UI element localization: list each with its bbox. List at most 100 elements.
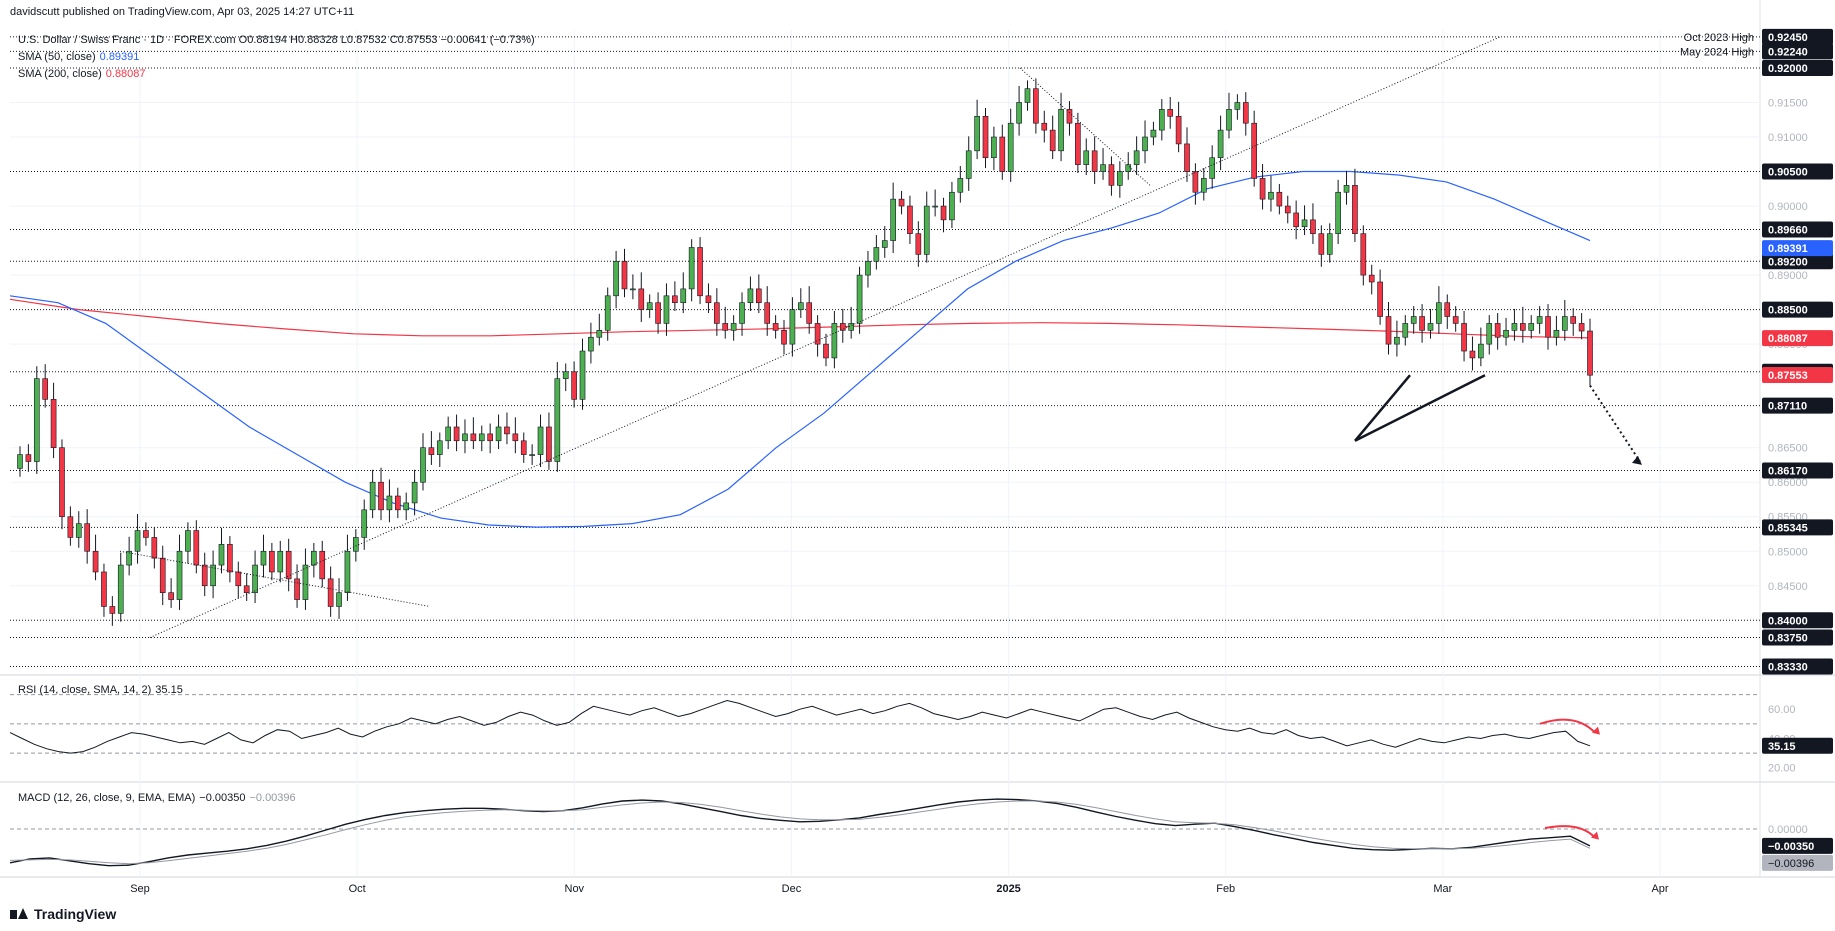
- candle: [1058, 109, 1064, 152]
- candle: [923, 205, 930, 255]
- candle: [336, 592, 342, 607]
- macd-signal-tag-label: −0.00396: [1768, 858, 1814, 870]
- y-tick-label: 0.89000: [1768, 270, 1808, 282]
- candle: [588, 336, 594, 352]
- candle: [1318, 233, 1325, 255]
- candle: [797, 302, 804, 310]
- candle: [109, 606, 116, 614]
- candle: [42, 378, 49, 400]
- candle: [1352, 185, 1358, 234]
- candle: [1033, 88, 1039, 124]
- candle: [965, 150, 972, 179]
- candle: [269, 550, 275, 573]
- candle: [1419, 316, 1425, 331]
- macd-signal-tag: [1762, 854, 1833, 871]
- y-tick-label: 0.91000: [1768, 132, 1808, 144]
- candle: [1007, 122, 1014, 172]
- candle: [1326, 233, 1333, 255]
- candle: [17, 454, 23, 469]
- candle: [1444, 302, 1451, 317]
- level-tag: [1762, 301, 1833, 318]
- sma50-line: [9, 170, 1591, 528]
- x-tick-label: 2025: [996, 883, 1020, 895]
- candle: [1360, 233, 1367, 276]
- candle: [1049, 129, 1056, 152]
- candle: [126, 550, 132, 566]
- candle: [1242, 102, 1249, 124]
- candle: [898, 198, 905, 207]
- candle: [991, 136, 997, 159]
- x-tick-label: Sep: [130, 883, 150, 895]
- candle: [1310, 219, 1316, 234]
- candle: [311, 550, 317, 566]
- candle: [75, 523, 82, 538]
- candle: [865, 260, 871, 276]
- candle: [1066, 109, 1073, 124]
- candle: [1335, 191, 1341, 234]
- sma50-legend: SMA (50, close) 0.89391: [18, 51, 140, 63]
- price-tag-label: 0.88087: [1768, 333, 1808, 345]
- candle: [210, 564, 216, 587]
- candle: [705, 295, 712, 304]
- candle: [294, 578, 300, 600]
- candle: [1209, 157, 1216, 179]
- candle: [243, 585, 250, 593]
- candle: [1578, 323, 1585, 332]
- candle: [940, 205, 947, 221]
- candle: [1511, 323, 1518, 331]
- candle: [571, 371, 577, 400]
- candle: [915, 233, 922, 255]
- level-tag: [1762, 43, 1833, 60]
- candle: [1226, 109, 1232, 131]
- candle: [1024, 88, 1031, 103]
- candle: [67, 516, 74, 538]
- candle: [411, 481, 418, 504]
- candle: [1536, 316, 1543, 324]
- candle: [445, 426, 452, 442]
- level-tag: [1762, 397, 1833, 414]
- level-label: 0.92240: [1768, 46, 1808, 58]
- candle: [436, 440, 443, 455]
- price-tag: [1762, 240, 1833, 257]
- candle: [1234, 102, 1241, 110]
- rsi-legend: RSI (14, close, SMA, 14, 2) 35.15: [18, 684, 183, 696]
- candle: [856, 274, 863, 324]
- candle: [764, 302, 771, 324]
- candle: [1553, 330, 1560, 338]
- sma200-line: [9, 298, 1591, 339]
- candle: [193, 530, 200, 566]
- rsi-turn-arrow: [1539, 718, 1596, 734]
- x-tick-label: Feb: [1216, 883, 1235, 895]
- candle: [747, 288, 754, 304]
- candle: [92, 550, 99, 573]
- sma200-legend: SMA (200, close) 0.88087: [18, 68, 146, 80]
- candle: [1117, 171, 1123, 186]
- macd-legend: MACD (12, 26, close, 9, EMA, EMA) −0.0035…: [18, 792, 296, 804]
- candle: [361, 509, 368, 538]
- candle: [495, 426, 502, 442]
- candle: [1410, 316, 1417, 324]
- level-tag: [1762, 59, 1833, 76]
- candle: [302, 564, 309, 600]
- candle: [520, 440, 527, 455]
- candle: [596, 330, 603, 338]
- candle: [420, 447, 426, 483]
- candle: [806, 302, 813, 324]
- y-tick-label: 0.86000: [1768, 477, 1808, 489]
- candle: [1478, 343, 1484, 359]
- arrow-support-1: [1354, 374, 1411, 442]
- candle: [1394, 336, 1400, 345]
- candle: [25, 454, 32, 462]
- candle: [756, 288, 762, 304]
- candle: [621, 260, 628, 290]
- candle: [949, 191, 955, 221]
- arrow-support-2: [1354, 374, 1486, 442]
- candle: [907, 205, 913, 234]
- level-label: 0.90500: [1768, 167, 1808, 179]
- x-tick-label: Dec: [782, 883, 802, 895]
- candle: [462, 433, 468, 442]
- candle: [730, 323, 737, 331]
- candle: [1528, 323, 1535, 331]
- candle: [781, 330, 787, 345]
